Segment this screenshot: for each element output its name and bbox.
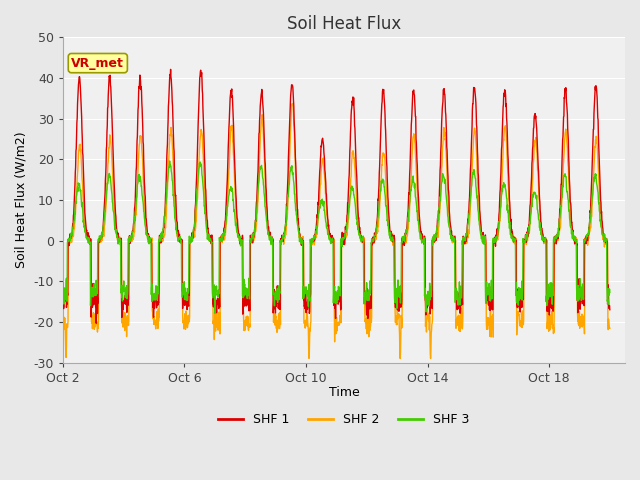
Y-axis label: Soil Heat Flux (W/m2): Soil Heat Flux (W/m2)	[15, 132, 28, 268]
Text: VR_met: VR_met	[72, 57, 124, 70]
Legend: SHF 1, SHF 2, SHF 3: SHF 1, SHF 2, SHF 3	[213, 408, 475, 431]
X-axis label: Time: Time	[328, 386, 359, 399]
Title: Soil Heat Flux: Soil Heat Flux	[287, 15, 401, 33]
